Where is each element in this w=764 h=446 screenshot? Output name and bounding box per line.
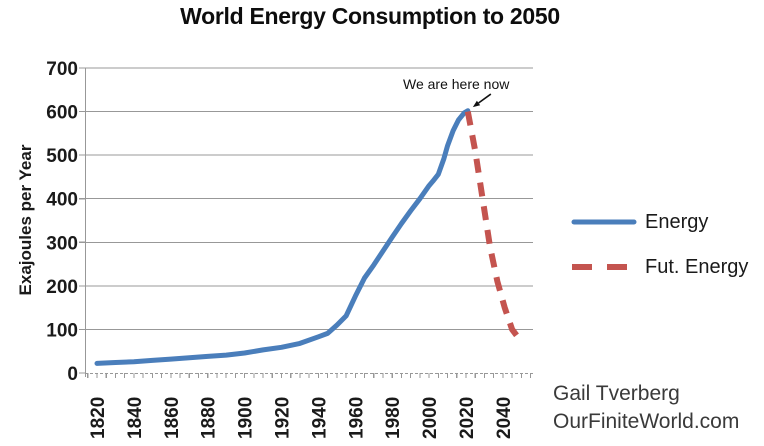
y-tick-label: 200 [46, 277, 78, 298]
y-tick-label: 100 [46, 320, 78, 341]
x-tick-label: 2020 [457, 397, 478, 439]
future-energy-line [464, 111, 524, 344]
legend-item-fut-energy: Fut. Energy [571, 256, 748, 278]
x-tick-label: 1880 [199, 397, 220, 439]
x-tick-label: 1940 [309, 397, 330, 439]
legend-label-fut-energy: Fut. Energy [645, 255, 749, 278]
energy-line-swatch [571, 219, 637, 225]
x-tick-label: 1980 [383, 397, 404, 439]
y-tick-label: 400 [46, 190, 78, 211]
y-tick-label: 500 [46, 146, 78, 167]
x-tick-label: 1920 [273, 397, 294, 439]
y-tick-label: 0 [67, 364, 78, 385]
y-tick-label: 300 [46, 233, 78, 254]
x-tick-label: 1820 [88, 397, 109, 439]
credit-author: Gail Tverberg [553, 382, 680, 405]
legend-label-energy: Energy [645, 210, 709, 233]
y-tick-label: 600 [46, 103, 78, 124]
y-tick-label: 700 [46, 59, 78, 80]
x-tick-label: 1860 [162, 397, 183, 439]
credit-block: Gail Tverberg OurFiniteWorld.com [553, 380, 739, 436]
annotation-we-are-here-now: We are here now [403, 76, 510, 92]
legend-item-energy: Energy [571, 211, 708, 233]
credit-website: OurFiniteWorld.com [553, 410, 740, 433]
fut-energy-line-swatch [572, 264, 631, 270]
x-tick-label: 1840 [125, 397, 146, 439]
x-tick-label: 1960 [346, 397, 367, 439]
x-tick-label: 2000 [420, 397, 441, 439]
annotation-arrow-head [472, 100, 481, 108]
chart-title: World Energy Consumption to 2050 [180, 3, 560, 29]
x-tick-label: 2040 [494, 397, 515, 439]
x-tick-label: 1900 [236, 397, 257, 439]
energy-line [94, 108, 471, 366]
annotation-arrow-shaft [478, 93, 492, 104]
